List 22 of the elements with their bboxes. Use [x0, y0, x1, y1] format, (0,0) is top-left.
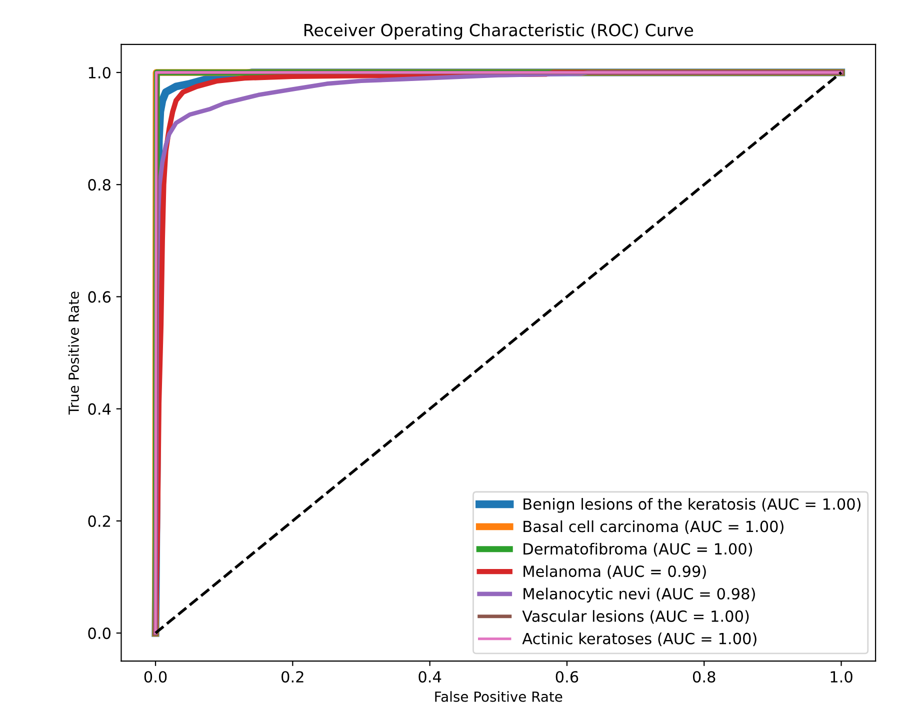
legend-label: Melanocytic nevi (AUC = 0.98): [524, 588, 755, 602]
y-tick-label: 0.0: [88, 628, 110, 640]
x-tick-label: 0.0: [144, 671, 167, 683]
legend-label: Actinic keratoses (AUC = 1.00): [522, 632, 756, 646]
x-axis-title: False Positive Rate: [435, 691, 562, 702]
y-tick-label: 0.6: [88, 291, 111, 303]
legend-label: Melanoma (AUC = 0.99): [524, 565, 706, 579]
x-tick-label: 0.6: [556, 671, 578, 683]
x-tick-label: 0.8: [692, 671, 716, 683]
legend-label: Benign lesions of the keratosis (AUC = 1.00): [524, 498, 860, 513]
y-tick-label: 0.8: [88, 179, 110, 191]
legend-label: Vascular lesions (AUC = 1.00): [522, 610, 749, 624]
x-tick-label: 0.2: [282, 671, 304, 683]
legend-label: Dermatofibroma (AUC = 1.00): [524, 542, 752, 556]
y-axis-title: True Positive Rate: [68, 292, 79, 415]
y-tick-label: 0.4: [88, 403, 111, 415]
legend-label: Basal cell carcinoma (AUC = 1.00): [524, 520, 784, 534]
chart-title: Receiver Operating Characteristic (ROC) Curve: [304, 23, 694, 40]
x-tick-label: 0.4: [418, 671, 442, 683]
y-tick-label: 1.0: [88, 66, 110, 79]
x-tick-label: 1.0: [830, 671, 852, 683]
y-tick-label: 0.2: [88, 515, 110, 527]
